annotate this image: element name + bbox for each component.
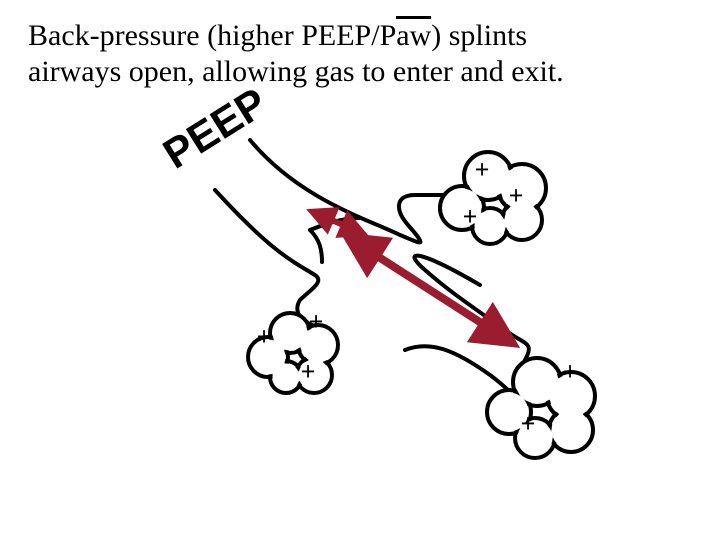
airway-wall (250, 140, 470, 242)
plus-icon: + (257, 322, 272, 351)
plus-icon: + (563, 357, 578, 386)
airway-wall (414, 256, 528, 360)
plus-icon: + (301, 357, 316, 386)
plus-icon: + (475, 155, 490, 184)
plus-icon: + (509, 181, 524, 210)
plus-icon: + (463, 202, 478, 231)
alveolus (487, 358, 595, 458)
alveolus (440, 152, 546, 244)
plus-icon: + (521, 409, 536, 438)
airway-wall (215, 190, 320, 330)
plus-icon: + (309, 307, 324, 336)
peep-label: PEEP (155, 78, 275, 177)
airway-wall (310, 230, 322, 262)
airway-diagram: PEEP + + + + + + + + (0, 0, 720, 540)
